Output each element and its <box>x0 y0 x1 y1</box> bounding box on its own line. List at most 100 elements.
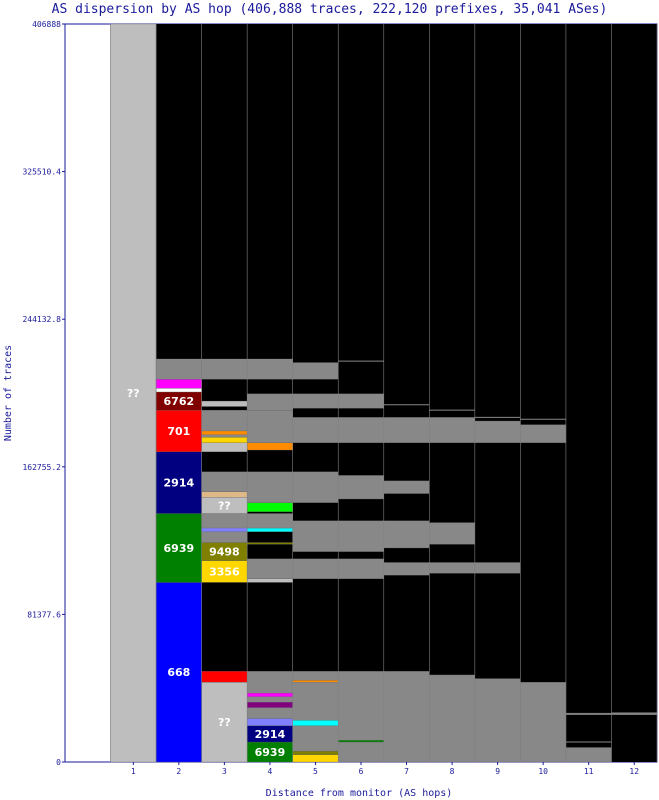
segment-hop-4-37 <box>247 442 293 451</box>
segment-hop-3-18 <box>201 442 248 452</box>
segment-label-hop-3-9: ?? <box>218 716 231 729</box>
chart-title: AS dispersion by AS hop (406,888 traces,… <box>52 2 608 17</box>
segment-hop-4-26 <box>247 718 293 726</box>
segment-label-hop-4-25: 2914 <box>255 728 286 741</box>
segment-hop-3-17 <box>201 471 248 492</box>
y-tick-label-4: 325510.4 <box>22 168 61 177</box>
segment-hop-8-67 <box>429 522 475 545</box>
segment-hop-3-14 <box>201 527 248 532</box>
segment-hop-11-74 <box>565 747 612 763</box>
segment-hop-4-29 <box>247 692 293 697</box>
segment-hop-11-75 <box>565 712 612 715</box>
column-background-hop-4 <box>247 24 293 762</box>
segment-label-hop-1-0: ?? <box>127 387 140 400</box>
segment-hop-5-49 <box>292 471 339 503</box>
segment-hop-5-43 <box>292 725 339 752</box>
segment-hop-5-50 <box>292 417 339 443</box>
segment-label-hop-2-2: 6939 <box>164 542 195 555</box>
x-axis-label: Distance from monitor (AS hops) <box>266 788 453 799</box>
segment-hop-2-7 <box>155 379 202 389</box>
segment-hop-6-56 <box>338 520 384 552</box>
segment-label-hop-2-5: 6762 <box>164 395 195 408</box>
segment-hop-6-58 <box>338 417 384 443</box>
segment-hop-7-60 <box>383 671 430 763</box>
segment-hop-7-63 <box>383 480 430 494</box>
segment-hop-6-53 <box>338 671 384 763</box>
segment-label-hop-3-11: 3356 <box>209 566 240 579</box>
segment-label-hop-4-24: 6939 <box>255 746 286 759</box>
column-background-hop-5 <box>292 24 339 762</box>
x-tick-label-8: 8 <box>450 767 455 776</box>
segment-hop-7-61 <box>383 562 430 576</box>
x-tick-label-10: 10 <box>538 767 548 776</box>
segment-hop-4-39 <box>247 393 293 411</box>
segment-label-hop-2-4: 701 <box>167 425 190 438</box>
column-background-hop-7 <box>383 24 430 762</box>
segment-hop-1-0 <box>110 23 157 763</box>
segment-hop-4-32 <box>247 542 293 545</box>
segment-label-hop-2-3: 2914 <box>164 477 195 490</box>
x-tick-label-12: 12 <box>629 767 639 776</box>
segment-hop-9-69 <box>474 678 521 763</box>
segment-label-hop-3-15: ?? <box>218 499 231 512</box>
segment-hop-6-57 <box>338 475 384 500</box>
segment-hop-2-8 <box>155 359 202 380</box>
column-background-hop-11 <box>565 24 612 762</box>
x-tick-label-5: 5 <box>313 767 318 776</box>
y-tick-label-1: 81377.6 <box>27 610 61 619</box>
y-tick-label-3: 244132.8 <box>22 315 61 324</box>
segment-hop-9-71 <box>474 420 521 443</box>
segment-hop-7-64 <box>383 417 430 443</box>
segment-hop-2-2 <box>155 513 202 583</box>
segment-hop-3-19 <box>201 437 248 443</box>
segment-hop-2-6 <box>155 388 202 393</box>
segment-hop-8-68 <box>429 417 475 443</box>
segment-hop-2-4 <box>155 409 202 452</box>
y-tick-label-5: 406888 <box>32 20 61 29</box>
segment-hop-2-1 <box>155 582 202 763</box>
x-tick-label-6: 6 <box>359 767 364 776</box>
segment-hop-4-30 <box>247 578 293 583</box>
segment-label-hop-3-12: 9498 <box>209 546 240 559</box>
segment-hop-6-59 <box>338 393 384 409</box>
segment-hop-10-72 <box>520 682 567 763</box>
segment-hop-4-38 <box>247 409 293 443</box>
segment-hop-8-65 <box>429 674 475 763</box>
segment-hop-5-45 <box>292 671 339 721</box>
segment-hop-4-33 <box>247 527 293 532</box>
segment-hop-4-28 <box>247 701 293 708</box>
y-axis-label: Number of traces <box>3 345 14 441</box>
segment-hop-10-73 <box>520 424 567 443</box>
plot-area: ??668693929147016762??33569498??69392914… <box>22 20 658 776</box>
segment-hop-3-22 <box>201 400 248 407</box>
y-tick-label-0: 0 <box>56 758 61 767</box>
x-tick-label-1: 1 <box>131 767 136 776</box>
y-tick-label-2: 162755.2 <box>22 463 61 472</box>
segment-hop-5-44 <box>292 720 339 726</box>
segment-hop-5-41 <box>292 754 339 763</box>
segment-hop-9-70 <box>474 562 521 574</box>
x-tick-label-11: 11 <box>584 767 594 776</box>
column-background-hop-12 <box>611 24 657 762</box>
segment-hop-6-54 <box>338 740 384 743</box>
segment-hop-4-34 <box>247 513 293 529</box>
segment-hop-5-48 <box>292 520 339 552</box>
segment-hop-3-10 <box>201 671 248 683</box>
segment-hop-3-23 <box>201 359 248 380</box>
segment-hop-5-47 <box>292 558 339 579</box>
x-tick-label-4: 4 <box>268 767 273 776</box>
column-background-hop-10 <box>520 24 566 762</box>
column-background-hop-3 <box>201 24 248 762</box>
x-tick-label-9: 9 <box>495 767 500 776</box>
segment-hop-4-40 <box>247 359 293 380</box>
segment-hop-4-31 <box>247 558 293 579</box>
column-background-hop-9 <box>474 24 521 762</box>
segment-hop-5-51 <box>292 393 339 409</box>
segment-hop-4-36 <box>247 471 293 503</box>
segment-hop-5-52 <box>292 362 339 380</box>
segment-hop-8-66 <box>429 562 475 574</box>
segment-hop-4-35 <box>247 502 293 512</box>
column-background-hop-8 <box>429 24 475 762</box>
segment-hop-2-3 <box>155 451 202 514</box>
